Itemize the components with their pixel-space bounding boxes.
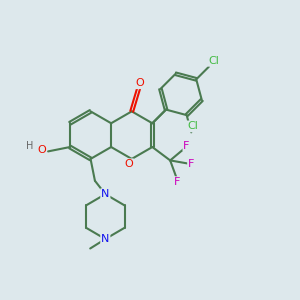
Text: N: N (101, 189, 110, 199)
Text: O: O (136, 78, 144, 88)
Text: F: F (183, 140, 190, 151)
Text: H: H (26, 141, 33, 151)
Text: F: F (188, 159, 194, 170)
Text: Cl: Cl (187, 122, 198, 131)
Text: O: O (37, 145, 46, 155)
Text: F: F (174, 177, 181, 187)
Text: O: O (124, 159, 133, 169)
Text: Cl: Cl (208, 56, 219, 66)
Text: N: N (101, 234, 110, 244)
